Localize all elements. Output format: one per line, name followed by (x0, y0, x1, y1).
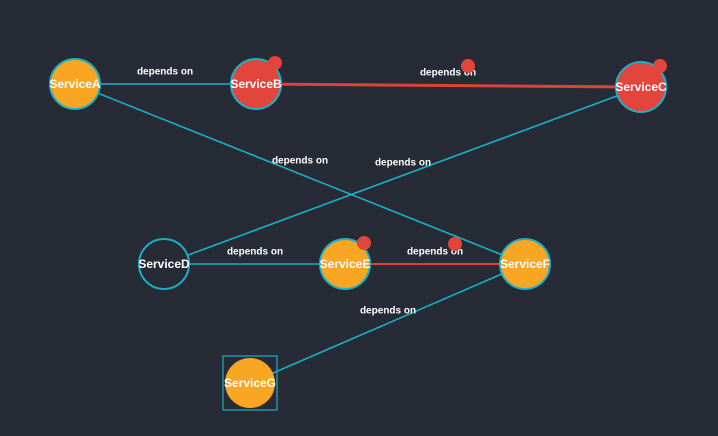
edge-labels-layer: depends on depends on depends on depends on… (137, 59, 476, 317)
edge-line[interactable] (254, 82, 643, 89)
edge-line[interactable] (74, 83, 526, 265)
node-circle[interactable] (138, 238, 190, 290)
edge-d-c[interactable] (163, 86, 642, 265)
edge-line[interactable] (249, 263, 526, 384)
node-servicef[interactable]: ServiceF (499, 238, 551, 290)
node-alert-indicator[interactable] (268, 56, 282, 70)
node-serviceb[interactable]: ServiceB (230, 56, 282, 110)
edge-a-f[interactable] (74, 83, 526, 265)
node-selection-box (222, 355, 278, 411)
node-label: ServiceC (615, 80, 667, 94)
node-circle[interactable] (230, 58, 282, 110)
node-label: ServiceG (224, 376, 276, 390)
node-circle[interactable] (225, 358, 275, 408)
edges-layer (74, 82, 643, 384)
edge-label: depends on (272, 156, 328, 167)
edge-label: depends on (137, 67, 193, 78)
node-circle[interactable] (499, 238, 551, 290)
edge-g-f[interactable] (249, 263, 526, 384)
edge-line[interactable] (163, 86, 642, 265)
node-servicec[interactable]: ServiceC (615, 59, 667, 113)
nodes-layer: ServiceA ServiceB ServiceC ServiceD ServiceE… (49, 56, 667, 411)
edge-label: depends on (407, 247, 463, 258)
node-alert-indicator[interactable] (357, 236, 371, 250)
edge-label: depends on (360, 306, 416, 317)
edge-label: depends on (375, 158, 431, 169)
edge-b-c[interactable] (254, 82, 643, 89)
edge-label: depends on (227, 247, 283, 258)
edge-alert-indicator[interactable] (461, 59, 475, 73)
node-label: ServiceF (500, 257, 550, 271)
node-circle[interactable] (49, 58, 101, 110)
node-serviceg[interactable]: ServiceG (222, 355, 278, 411)
node-label: ServiceD (138, 257, 190, 271)
edge-alert-indicator[interactable] (448, 237, 462, 251)
node-label: ServiceA (49, 77, 101, 91)
node-label: ServiceB (230, 77, 282, 91)
edge-label: depends on (420, 68, 476, 79)
node-alert-indicator[interactable] (653, 59, 667, 73)
node-serviced[interactable]: ServiceD (138, 238, 190, 290)
node-circle[interactable] (615, 61, 667, 113)
node-servicee[interactable]: ServiceE (319, 236, 371, 290)
node-label: ServiceE (320, 257, 371, 271)
node-servicea[interactable]: ServiceA (49, 58, 101, 110)
node-circle[interactable] (319, 238, 371, 290)
